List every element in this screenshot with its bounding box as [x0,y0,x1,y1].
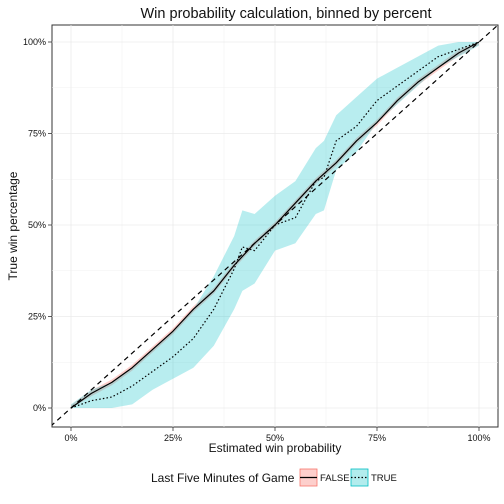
x-tick-label: 25% [164,433,182,443]
x-tick-label: 100% [467,433,490,443]
legend: Last Five Minutes of Game FALSE TRUE [151,468,397,487]
y-tick-label: 25% [28,312,46,322]
legend-item-false: FALSE [299,468,350,487]
grid-lines [52,25,498,427]
x-axis-ticks: 0% 25% 50% 75% 100% [64,427,491,443]
y-tick-label: 75% [28,129,46,139]
chart-title: Win probability calculation, binned by p… [141,6,432,22]
x-tick-label: 75% [368,433,386,443]
y-tick-label: 50% [28,220,46,230]
x-axis-label: Estimated win probability [209,441,342,455]
legend-item-true: TRUE [350,468,397,487]
y-axis-label: True win percentage [6,171,20,280]
legend-title: Last Five Minutes of Game [151,471,295,485]
y-tick-label: 0% [33,403,46,413]
x-tick-label: 0% [64,433,77,443]
x-tick-label: 50% [266,433,284,443]
legend-label-true: TRUE [371,473,397,484]
y-axis-ticks: 0% 25% 50% 75% 100% [23,37,52,413]
reference-diagonal-line [52,25,498,426]
legend-label-false: FALSE [320,473,350,484]
y-tick-label: 100% [23,37,46,47]
